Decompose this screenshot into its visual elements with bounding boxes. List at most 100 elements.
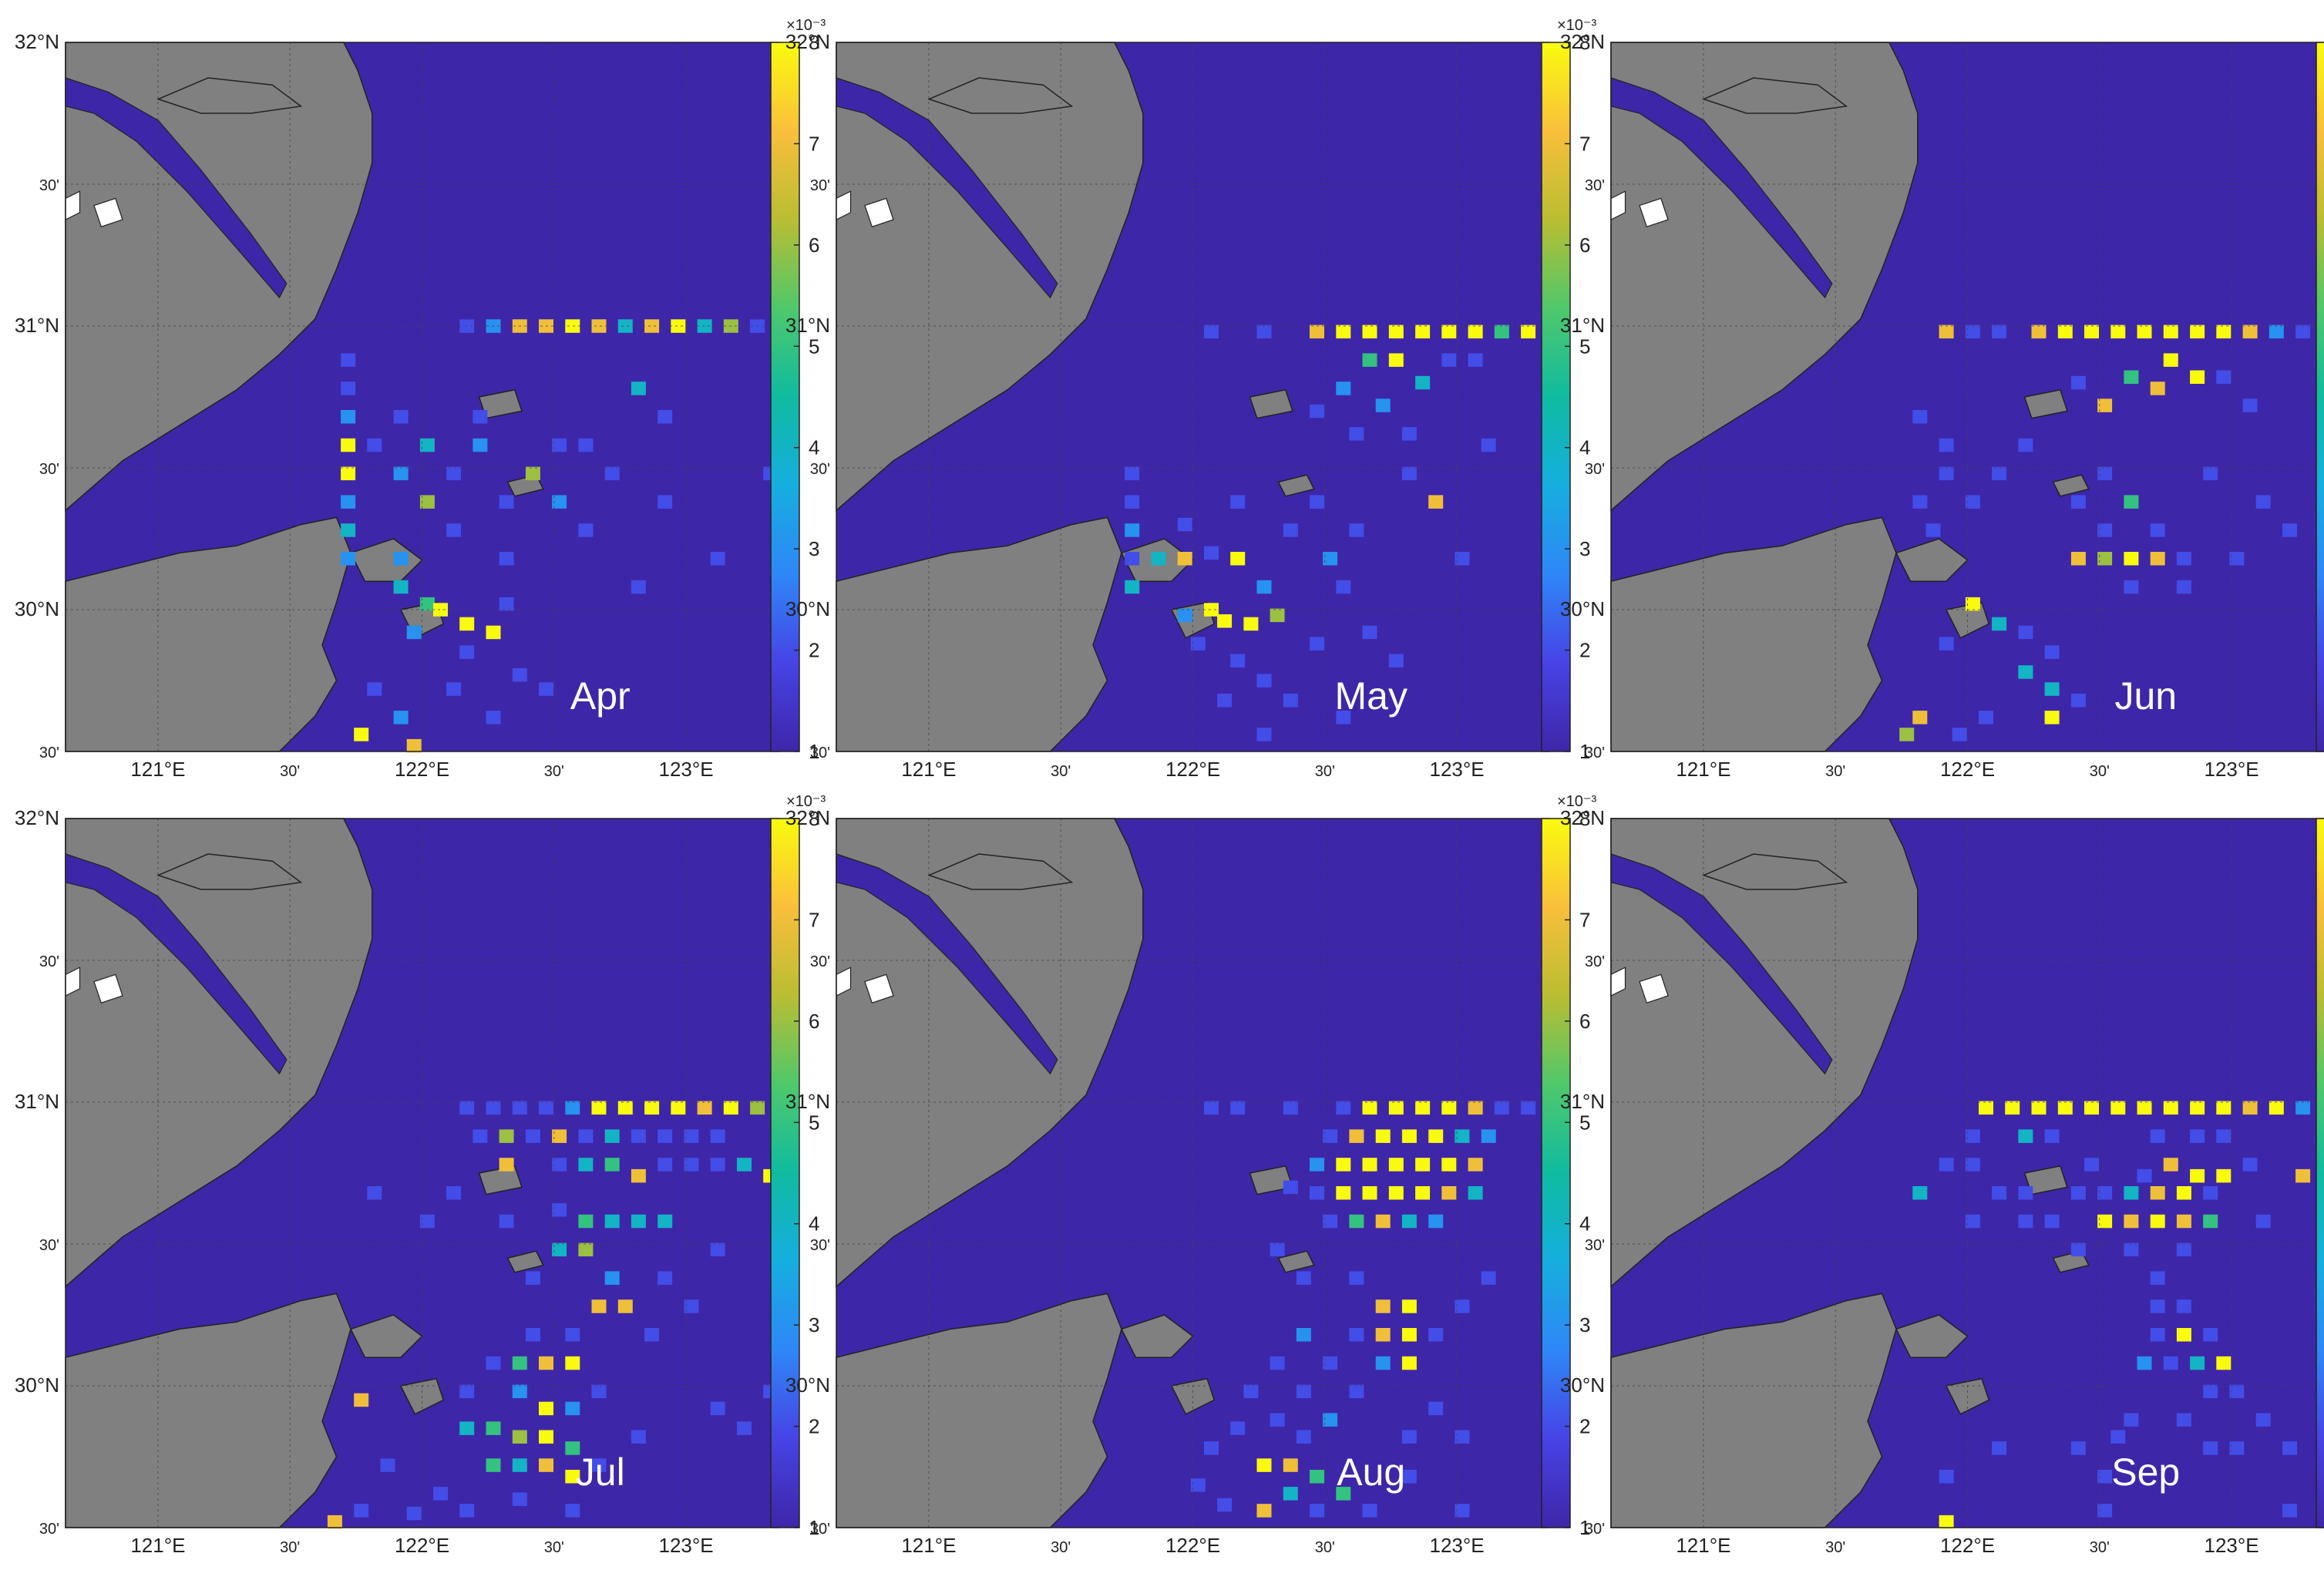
data-cell (2124, 1242, 2139, 1257)
y-tick-label: 32°N (1560, 806, 1605, 829)
data-cell (1401, 1470, 1417, 1484)
data-cell (419, 597, 435, 611)
y-tick-label: 30' (1585, 461, 1605, 478)
data-cell (1190, 1478, 1206, 1492)
data-cell (591, 1299, 607, 1313)
data-cell (2295, 1168, 2311, 1183)
data-cell (1349, 1214, 1364, 1229)
data-cell (2203, 1441, 2218, 1455)
data-cell (1441, 324, 1457, 339)
data-cell (1925, 523, 1941, 537)
data-cell (1310, 324, 1324, 339)
data-cell (1336, 1158, 1351, 1172)
data-cell (565, 1504, 580, 1518)
data-cell (565, 1328, 580, 1342)
island-5 (506, 1250, 544, 1273)
data-cell (1965, 324, 1980, 339)
y-tick-label: 30°N (785, 1373, 830, 1397)
data-cell (1243, 1384, 1259, 1399)
data-cell (2150, 1299, 2165, 1313)
data-cell (2282, 1441, 2297, 1455)
data-cell (341, 353, 356, 367)
y-tick-label: 30' (810, 177, 830, 194)
data-cell (617, 1101, 633, 1115)
month-label: Jul (576, 1451, 625, 1494)
data-cell (486, 1458, 501, 1472)
colorbar-tick-label: 2 (1579, 639, 1590, 662)
data-cell (2084, 1101, 2099, 1115)
data-cell (1362, 625, 1377, 640)
data-cell (2110, 1101, 2126, 1115)
data-cell (1177, 517, 1192, 532)
data-cell (1323, 1214, 1338, 1229)
island-2 (1895, 538, 1969, 582)
y-tick-label: 30' (39, 1237, 59, 1254)
colorbar-tick-label: 1 (809, 740, 819, 763)
data-cell (499, 495, 514, 509)
y-tick-label: 32°N (1560, 30, 1605, 53)
data-cell (512, 667, 527, 682)
data-cell (2150, 382, 2165, 395)
data-cell (2229, 1384, 2245, 1399)
data-cell (1388, 1101, 1404, 1115)
data-cell (499, 552, 514, 566)
x-tick-label: 30' (280, 1539, 300, 1556)
data-cell (1362, 1186, 1377, 1200)
data-cell (2176, 1413, 2191, 1427)
land-south (836, 516, 1122, 752)
x-tick-label: 30' (2090, 763, 2110, 780)
data-cell (750, 1101, 765, 1115)
data-cell (1494, 1101, 1509, 1115)
data-cell (2044, 1129, 2060, 1143)
data-cell (2070, 375, 2086, 390)
data-cell (631, 1129, 646, 1143)
data-cell (578, 1129, 594, 1143)
y-tick-label: 30°N (15, 597, 59, 620)
y-tick-label: 32°N (785, 30, 830, 53)
data-cell (459, 1504, 475, 1518)
data-cell (1375, 1299, 1391, 1313)
data-cell (658, 1271, 673, 1285)
data-cell (1310, 1186, 1324, 1200)
data-cell (565, 1470, 580, 1484)
data-cell (1204, 1441, 1219, 1455)
data-cell (2150, 1214, 2165, 1229)
data-cell (2295, 1101, 2311, 1115)
lake (1639, 197, 1669, 227)
data-cell (341, 382, 356, 395)
data-cell (565, 1441, 580, 1455)
data-cell (2216, 370, 2232, 384)
data-cell (1270, 1356, 1285, 1370)
data-cell (2203, 1214, 2218, 1229)
data-cell (2216, 1356, 2232, 1370)
data-cell (539, 1101, 553, 1115)
x-tick-label: 123°E (659, 1534, 714, 1557)
y-tick-label: 32°N (15, 806, 59, 829)
data-cell (1283, 1458, 1298, 1472)
data-cell (565, 1356, 580, 1370)
data-cell (2190, 1356, 2205, 1370)
colorbar (1541, 818, 1571, 1528)
data-cell (2176, 1186, 2191, 1200)
data-cell (1401, 466, 1417, 481)
data-cell (2031, 1101, 2047, 1115)
data-cell (1270, 608, 1285, 623)
data-cell (2295, 324, 2311, 339)
data-cell (1992, 1441, 2007, 1455)
data-cell (433, 603, 448, 617)
data-cell (1428, 495, 1444, 509)
colorbar-tick-label: 4 (809, 1212, 819, 1235)
colorbar-tick-label: 2 (809, 639, 819, 662)
data-cell (499, 1158, 514, 1172)
data-cell (2044, 645, 2060, 659)
data-cell (1349, 1129, 1364, 1143)
data-cell (393, 410, 409, 424)
data-cell (1939, 466, 1954, 481)
colorbar-tick-label: 5 (1579, 1111, 1590, 1134)
river-channel (836, 853, 1058, 1075)
data-cell (2124, 370, 2139, 384)
month-label: Sep (2111, 1451, 2180, 1494)
data-cell (631, 382, 646, 395)
x-tick-label: 30' (1315, 1539, 1335, 1556)
land-south (1610, 516, 1897, 752)
